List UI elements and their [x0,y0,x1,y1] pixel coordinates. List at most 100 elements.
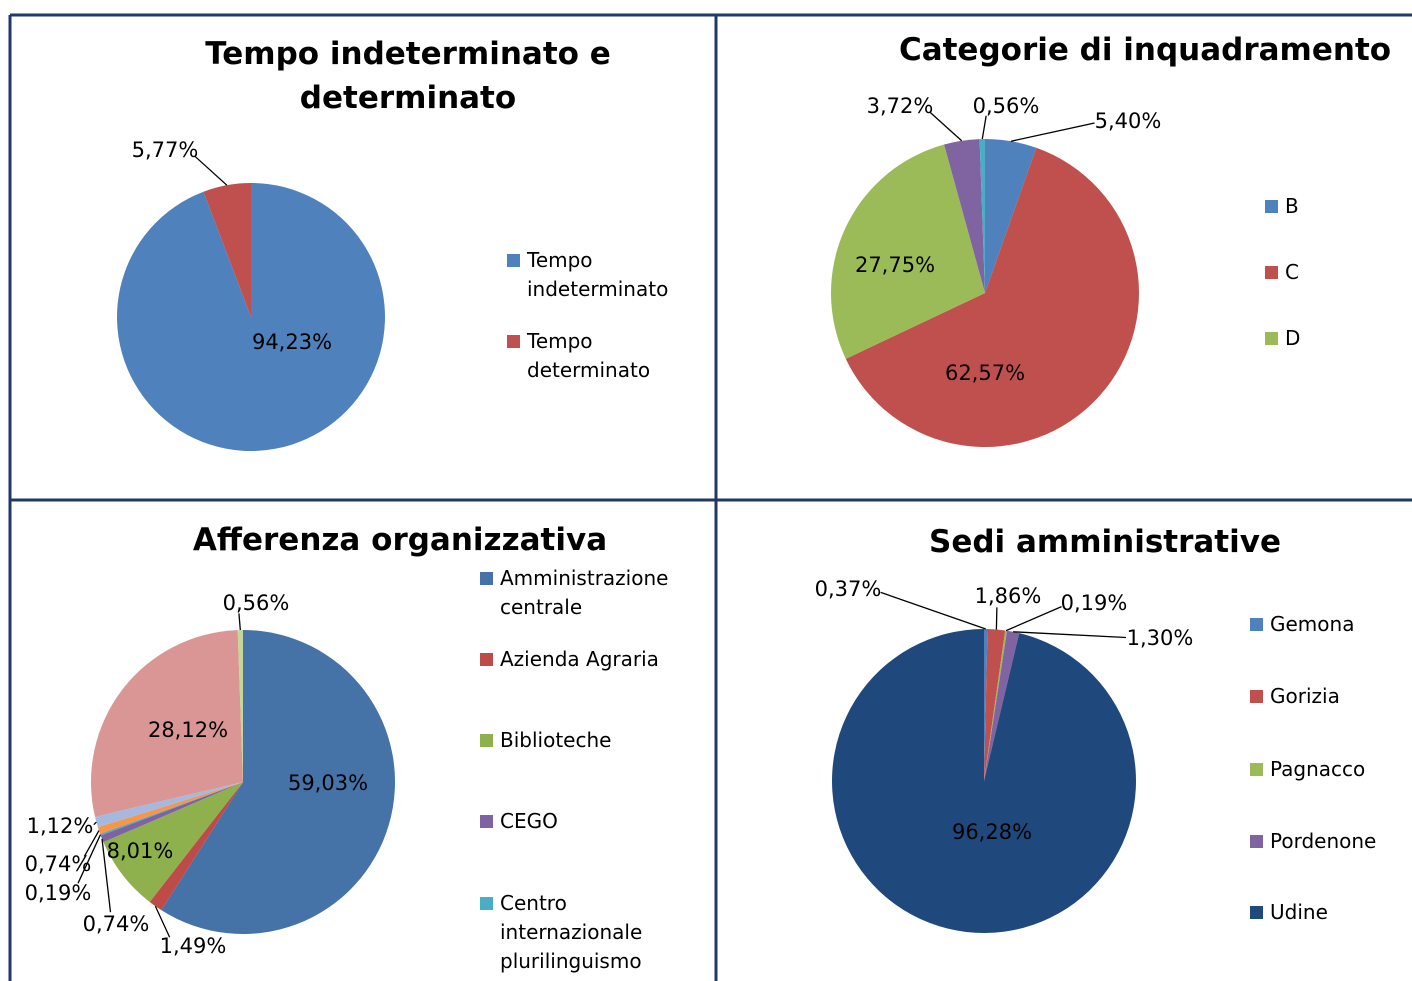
legend-item: Tempo determinato [507,327,707,417]
legend-label: Centro internazionale plurilinguismo [500,891,643,973]
legend-label: Gorizia [1270,684,1340,708]
leader-line [1013,631,1127,639]
legend-swatch [480,653,493,666]
data-label: 5,77% [131,138,199,162]
pie-slice [845,147,1139,448]
legend-label: Gemona [1270,612,1355,636]
legend-swatch [507,254,520,267]
leader-line [238,613,241,631]
chart-title: Tempo indeterminato e determinato [205,36,611,116]
pie-slice [985,139,1037,293]
pie-slice [944,139,985,293]
pie-slice [103,782,243,902]
legend-item: B [1265,192,1385,282]
data-label: 0,74% [82,912,150,936]
data-label: 0,56% [972,94,1040,118]
legend-swatch [480,815,493,828]
pie-slice [95,782,243,828]
chart-title: Afferenza organizzativa [192,522,608,558]
leader-line [1010,122,1095,142]
pie-slice [984,629,988,781]
data-label: 0,56% [222,591,290,615]
legend-label: Amministrazione centrale [500,566,669,619]
leader-line [981,115,987,140]
legend-label: Pordenone [1270,829,1377,853]
legend-label: D [1285,326,1301,350]
leader-line [93,821,97,826]
data-label: 1,12% [26,814,94,838]
legend-label: CEGO [500,809,558,833]
legend-swatch [1265,332,1278,345]
legend-item: Pagnacco [1250,755,1400,845]
pie-slice [149,782,243,911]
data-label: 0,19% [1060,591,1128,615]
leader-line [880,591,986,630]
legend-swatch [1265,266,1278,279]
legend-swatch [507,335,520,348]
legend-swatch [480,572,493,585]
legend-label: Tempo determinato [527,329,651,382]
legend-swatch [1250,763,1263,776]
legend-swatch [1250,906,1263,919]
legend-label: Udine [1270,900,1328,924]
pie-slice [831,629,1136,933]
pie-slice [237,630,243,782]
legend-item: Udine [1250,898,1400,981]
leader-line [101,838,112,913]
pie-slice [830,144,985,359]
leader-line [194,155,228,186]
legend-swatch [1250,618,1263,631]
pie-slice [116,183,385,451]
legend-item: Azienda Agraria [480,645,695,735]
data-label: 3,72% [866,94,934,118]
legend-swatch [480,897,493,910]
data-label: 0,19% [24,881,92,905]
legend-item: D [1265,324,1385,414]
data-label: 94,23% [251,330,333,354]
data-label: 8,01% [106,839,174,863]
legend-label: Pagnacco [1270,757,1366,781]
pie-slice [90,630,243,817]
pie-slice [984,630,1008,781]
pie-slice [979,139,985,293]
legend-label: Azienda Agraria [500,647,659,671]
data-label: 0,74% [24,852,92,876]
legend-swatch [1250,835,1263,848]
data-label: 96,28% [951,820,1033,844]
pie-slice [100,782,243,843]
legend-swatch [1265,200,1278,213]
data-label: 5,40% [1094,109,1162,133]
legend-swatch [480,734,493,747]
chart-title: Sedi amministrative [929,524,1281,560]
legend-item: Tempo indeterminato [507,246,707,336]
pie-slice [100,782,243,836]
data-label: 59,03% [287,771,369,795]
legend-item: Gemona [1250,610,1400,700]
data-label: 27,75% [854,253,936,277]
leader-line [154,905,171,938]
pie-slice [984,629,1006,781]
chart-title: Categorie di inquadramento [898,32,1392,68]
leader-line [77,834,102,884]
data-label: 28,12% [147,718,229,742]
pie-slice [161,630,395,934]
legend-swatch [1250,690,1263,703]
data-label: 1,30% [1126,626,1194,650]
data-label: 1,49% [159,934,227,958]
leader-line [929,111,963,142]
legend-label: Biblioteche [500,728,612,752]
legend-label: Tempo indeterminato [527,248,669,301]
legend-label: B [1285,194,1299,218]
leader-line [1005,606,1062,632]
legend-item: Amministrazione centrale [480,564,695,654]
legend-item: Centro internazionale plurilinguismo [480,889,695,979]
legend-item: Pordenone [1250,827,1400,917]
legend-label: C [1285,260,1299,284]
legend-item: Biblioteche [480,726,695,816]
data-label: 0,37% [814,577,882,601]
data-label: 62,57% [944,361,1026,385]
pie-slice [984,630,1020,781]
pie-slice [203,183,251,317]
